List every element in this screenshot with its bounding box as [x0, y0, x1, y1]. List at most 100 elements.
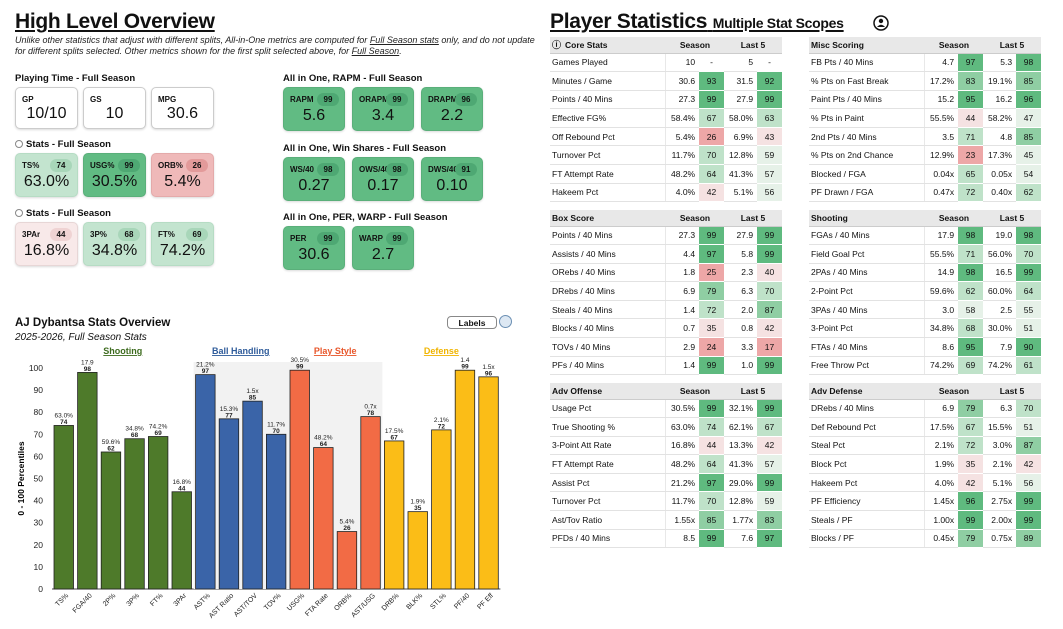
- card-value: 63.0%: [23, 173, 70, 190]
- last5-percentile: 98: [1016, 226, 1041, 246]
- bar-percentile-label: 44: [178, 485, 186, 492]
- table-row: Assist Pct 21.2% 97 29.0% 99: [550, 473, 782, 493]
- info-icon[interactable]: ⓘ: [552, 40, 562, 51]
- card-label: USG%: [90, 161, 115, 170]
- full-season-stats-link[interactable]: Full Season stats: [369, 35, 439, 45]
- stat-name: Points / 40 Mins: [550, 90, 666, 110]
- season-percentile: 26: [699, 127, 724, 147]
- last5-percentile: 89: [1016, 529, 1041, 549]
- last5-percentile: 87: [1016, 436, 1041, 456]
- table-header: Adv Offense Season Last 5: [550, 383, 782, 400]
- last5-percentile: 59: [757, 491, 782, 512]
- full-season-link[interactable]: Full Season: [351, 46, 400, 56]
- info-user-icon[interactable]: [873, 15, 889, 31]
- stat-card-3p-: 3P% 68 34.8%: [83, 222, 146, 266]
- season-percentile: 99: [699, 356, 724, 376]
- season-column-header[interactable]: Season: [665, 383, 724, 400]
- season-column-header[interactable]: Season: [665, 210, 724, 227]
- last5-percentile: 54: [1016, 164, 1041, 184]
- stats-table-core: ⓘ Core Stats Season Last 5 Games Played 10-5-…: [550, 37, 782, 203]
- note-text-1: Unlike other statistics that adjust with…: [15, 35, 370, 45]
- stat-name: Turnover Pct: [550, 145, 666, 166]
- table-row: Steals / PF 1.00x 99 2.00x 99: [809, 510, 1041, 530]
- season-value: 15.2: [924, 90, 959, 110]
- bar-percentile-label: 68: [131, 432, 139, 439]
- percentile-badge: 74: [50, 159, 72, 172]
- season-percentile: 96: [958, 491, 983, 512]
- note-text-2: only, and do not update for different sp…: [15, 35, 535, 56]
- season-value: 16.8%: [665, 436, 700, 456]
- stat-name: Free Throw Pct: [809, 356, 925, 376]
- card-label: WS/40: [290, 165, 315, 174]
- last5-value: 0.8: [723, 318, 758, 339]
- x-tick-label: TS%: [54, 592, 70, 608]
- season-value: 48.2%: [665, 164, 700, 184]
- x-tick-label: 3P%: [126, 592, 141, 607]
- last5-column-header[interactable]: Last 5: [982, 37, 1041, 54]
- y-tick-label: 0: [38, 584, 43, 594]
- season-percentile: 79: [958, 529, 983, 549]
- bar-raw-label: 63.0%: [55, 412, 74, 419]
- season-percentile: 24: [699, 337, 724, 357]
- percentile-badge: 44: [50, 228, 72, 241]
- last5-value: 60.0%: [982, 281, 1017, 301]
- last5-percentile: 96: [1016, 90, 1041, 110]
- y-tick-label: 20: [34, 540, 44, 550]
- season-percentile: 98: [958, 226, 983, 246]
- y-tick-label: 70: [34, 429, 44, 439]
- stat-card-mpg: MPG 30.6: [151, 87, 214, 129]
- table-row: Blocked / FGA 0.04x 65 0.05x 54: [809, 164, 1041, 184]
- x-tick-label: AST%: [193, 592, 212, 611]
- season-value: 4.0%: [924, 473, 959, 493]
- season-value: 17.5%: [924, 417, 959, 437]
- season-column-header[interactable]: Season: [924, 210, 983, 227]
- stat-name: % Pts on 2nd Chance: [809, 145, 925, 166]
- table-row: Blocks / 40 Mins 0.7 35 0.8 42: [550, 318, 782, 339]
- card-value: 16.8%: [23, 242, 70, 259]
- season-column-header[interactable]: Season: [924, 383, 983, 400]
- card-value: 5.4%: [164, 173, 201, 190]
- labels-toggle[interactable]: [499, 315, 512, 328]
- labels-button[interactable]: Labels: [447, 316, 497, 329]
- y-axis-label: 0 - 100 Percentiles: [16, 441, 26, 515]
- last5-percentile: 99: [1016, 510, 1041, 530]
- x-tick-label: AST/USG: [350, 592, 377, 619]
- percentile-badge: 68: [118, 228, 140, 241]
- season-value: 1.8: [665, 263, 700, 283]
- radio-icon[interactable]: [15, 140, 23, 148]
- season-column-header[interactable]: Season: [924, 37, 983, 54]
- last5-column-header[interactable]: Last 5: [723, 210, 782, 227]
- table-row: 3PAs / 40 Mins 3.0 58 2.5 55: [809, 300, 1041, 320]
- card-value: 30.5%: [91, 173, 138, 190]
- season-percentile: 62: [958, 281, 983, 301]
- last5-percentile: 42: [757, 318, 782, 339]
- season-value: 1.4: [665, 300, 700, 320]
- percentile-badge: 96: [455, 93, 477, 106]
- bar-raw-label: 16.8%: [173, 479, 192, 486]
- season-value: 1.55x: [665, 510, 700, 530]
- stat-name: Assist Pct: [550, 473, 666, 493]
- stat-card-drapm: DRAPM 96 2.2: [421, 87, 483, 131]
- bar-percentile-label: 70: [273, 428, 281, 435]
- table-row: % Pts in Paint 55.5% 44 58.2% 47: [809, 108, 1041, 128]
- season-percentile: 72: [958, 183, 983, 203]
- season-column-header[interactable]: Season: [665, 37, 724, 54]
- table-title-cell: Misc Scoring: [809, 37, 925, 54]
- table-header: ⓘ Core Stats Season Last 5: [550, 37, 782, 54]
- last5-column-header[interactable]: Last 5: [723, 383, 782, 400]
- last5-column-header[interactable]: Last 5: [723, 37, 782, 54]
- season-value: 21.2%: [665, 473, 700, 493]
- last5-value: 2.75x: [982, 491, 1017, 512]
- last5-column-header[interactable]: Last 5: [982, 210, 1041, 227]
- season-percentile: 97: [699, 473, 724, 493]
- last5-column-header[interactable]: Last 5: [982, 383, 1041, 400]
- last5-value: 16.5: [982, 263, 1017, 283]
- bar-raw-label: 59.6%: [102, 439, 121, 446]
- season-percentile: 99: [699, 529, 724, 549]
- bar-percentile-label: 72: [438, 423, 446, 430]
- stat-name: PFDs / 40 Mins: [550, 529, 666, 549]
- table-row: Assists / 40 Mins 4.4 97 5.8 99: [550, 244, 782, 264]
- x-tick-label: 2P%: [102, 592, 117, 607]
- radio-icon[interactable]: [15, 209, 23, 217]
- season-percentile: 44: [958, 108, 983, 128]
